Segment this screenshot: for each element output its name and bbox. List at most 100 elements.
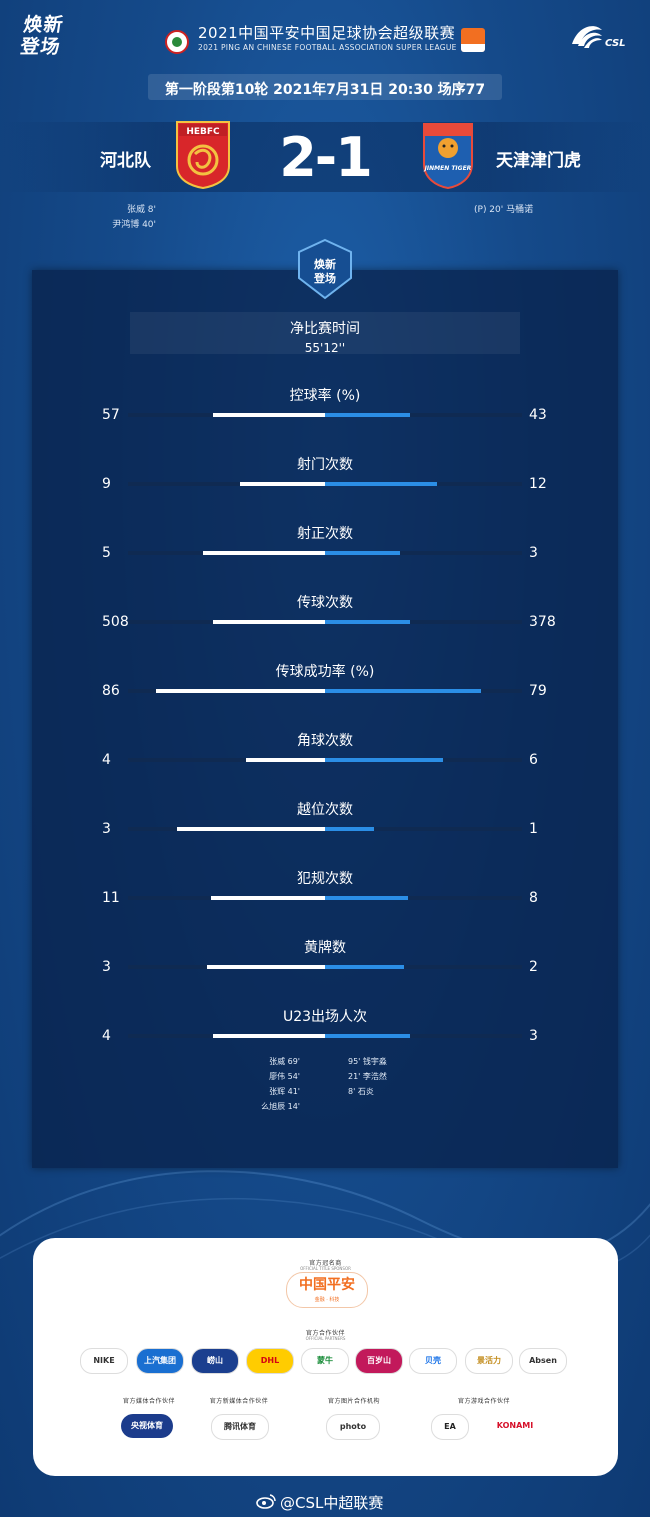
- pingan-badge-icon: [461, 28, 485, 52]
- stat-home-value: 11: [102, 890, 120, 906]
- stat-away-value: 8: [529, 890, 538, 906]
- baisuishan-logo: 百岁山: [355, 1348, 403, 1374]
- stat-home-bar: [211, 896, 325, 900]
- home-scorer: 尹鸿博 40': [112, 220, 156, 230]
- pingan-logo-text: 中国平安: [299, 1277, 355, 1293]
- stat-row: 黄牌数 3 2: [32, 937, 618, 997]
- photo-partner-head: 官方图片合作机构: [327, 1398, 380, 1405]
- stat-name: 传球成功率 (%): [275, 664, 375, 680]
- stat-away-bar: [325, 689, 481, 693]
- brand-logo: 焕新登场: [18, 14, 66, 58]
- panel-emblem-icon: 焕新 登场: [298, 238, 352, 300]
- u23-away-player: 21' 李浩然: [348, 1072, 387, 1081]
- stat-away-bar: [325, 896, 408, 900]
- stat-away-value: 378: [529, 614, 556, 630]
- jinghuoli-logo: 景活力: [465, 1348, 513, 1374]
- stat-away-value: 3: [529, 1028, 538, 1044]
- stat-name: 控球率 (%): [289, 388, 361, 404]
- stat-home-bar: [213, 1034, 325, 1038]
- stat-name: 犯规次数: [297, 871, 353, 887]
- stat-row: 犯规次数 11 8: [32, 868, 618, 928]
- stat-home-value: 57: [102, 407, 120, 423]
- stat-away-value: 12: [529, 476, 547, 492]
- home-team-name: 河北队: [100, 151, 151, 171]
- stat-home-value: 4: [102, 752, 111, 768]
- away-scorers: (P) 20' 马桶诺: [474, 203, 533, 218]
- stat-row: 传球成功率 (%) 86 79: [32, 661, 618, 721]
- absen-logo: Absen: [519, 1348, 567, 1374]
- beike-logo: 贝壳: [409, 1348, 457, 1374]
- partners-head: 官方合作伙伴: [305, 1330, 345, 1337]
- stat-row: 控球率 (%) 57 43: [32, 385, 618, 445]
- stat-home-bar: [203, 551, 325, 555]
- stat-row: 角球次数 4 6: [32, 730, 618, 790]
- stat-home-value: 9: [102, 476, 111, 492]
- match-band: [0, 122, 650, 192]
- round-info: 第一阶段第10轮 2021年7月31日 20:30 场序77: [164, 82, 486, 98]
- stat-away-bar: [325, 551, 400, 555]
- stat-away-bar: [325, 1034, 410, 1038]
- stat-away-value: 3: [529, 545, 538, 561]
- home-scorers: 张威 8' 尹鸿博 40': [104, 203, 156, 233]
- stat-name: 传球次数: [297, 595, 353, 611]
- u23-away-player: 8' 石炎: [348, 1087, 374, 1096]
- stat-away-bar: [325, 965, 404, 969]
- home-scorer: 张威 8': [126, 205, 156, 215]
- title-sponsor-sub: OFFICIAL TITLE SPONSOR: [300, 1266, 351, 1271]
- tencent-sports-logo: 腾讯体育: [211, 1414, 269, 1440]
- stat-away-value: 79: [529, 683, 547, 699]
- stat-name: 角球次数: [297, 733, 353, 749]
- stat-away-value: 6: [529, 752, 538, 768]
- title-sponsor-head: 官方冠名商: [309, 1260, 342, 1267]
- stat-home-bar: [240, 482, 325, 486]
- stat-home-value: 508: [102, 614, 129, 630]
- u23-home-player: 张辉 41': [269, 1087, 300, 1096]
- stat-row: 越位次数 3 1: [32, 799, 618, 859]
- new-media-partner-head: 官方新媒体合作伙伴: [209, 1398, 269, 1405]
- stat-name: 越位次数: [297, 802, 353, 818]
- net-time-box: 净比赛时间 55'12'': [130, 312, 520, 355]
- stat-row: 射正次数 5 3: [32, 523, 618, 583]
- stat-row: 射门次数 9 12: [32, 454, 618, 514]
- away-team-name: 天津津门虎: [496, 151, 581, 171]
- stat-home-value: 5: [102, 545, 111, 561]
- stat-name: U23出场人次: [282, 1009, 368, 1025]
- pingan-logo-tag: 金融 · 科技: [314, 1297, 340, 1303]
- konami-logo: KONAMI: [496, 1421, 534, 1430]
- stat-away-bar: [325, 827, 374, 831]
- laoshan-logo: 崂山: [191, 1348, 239, 1374]
- cctv-sports-logo: 央视体育: [121, 1414, 173, 1438]
- match-score: 2-1: [279, 126, 373, 189]
- stat-away-bar: [325, 413, 410, 417]
- stat-row: 传球次数 508 378: [32, 592, 618, 652]
- home-badge-text: HEBFC: [186, 127, 220, 137]
- u23-home-player: 廖伟 54': [269, 1072, 300, 1081]
- stat-name: 黄牌数: [304, 940, 346, 956]
- away-badge-text: JINMEN TIGER: [424, 165, 472, 172]
- stat-row: U23出场人次 4 3: [32, 1006, 618, 1066]
- stats-panel: [32, 270, 618, 1168]
- partners-sub: OFFICIAL PARTNERS: [305, 1336, 346, 1341]
- u23-away-player: 95' 钱宇淼: [348, 1057, 387, 1066]
- ic-photo-logo: photo: [326, 1414, 380, 1440]
- ea-logo: EA: [431, 1414, 469, 1440]
- media-partner-head: 官方媒体合作伙伴: [122, 1398, 175, 1405]
- weibo-icon: [256, 1494, 276, 1509]
- net-time-value: 55'12'': [304, 341, 346, 355]
- nike-logo: NIKE: [80, 1348, 128, 1374]
- stat-home-value: 86: [102, 683, 120, 699]
- sponsor-card: 官方冠名商 OFFICIAL TITLE SPONSOR 中国平安 金融 · 科…: [33, 1238, 618, 1476]
- pingan-logo: 中国平安 金融 · 科技: [286, 1272, 368, 1308]
- net-time-label: 净比赛时间: [290, 321, 360, 337]
- u23-home-list: 张威 69' 廖伟 54' 张辉 41' 么旭辰 14': [228, 1054, 300, 1114]
- stat-home-bar: [177, 827, 325, 831]
- csl-logo-text: CSL: [605, 38, 626, 49]
- csl-logo-icon: [572, 26, 602, 48]
- saic-logo: 上汽集团: [136, 1348, 184, 1374]
- panel-emblem-text-2: 登场: [313, 271, 336, 285]
- mengniu-logo: 蒙牛: [301, 1348, 349, 1374]
- stat-away-bar: [325, 482, 437, 486]
- stat-away-value: 43: [529, 407, 547, 423]
- cfa-emblem-icon: [165, 30, 189, 54]
- round-info-bar: [148, 74, 502, 100]
